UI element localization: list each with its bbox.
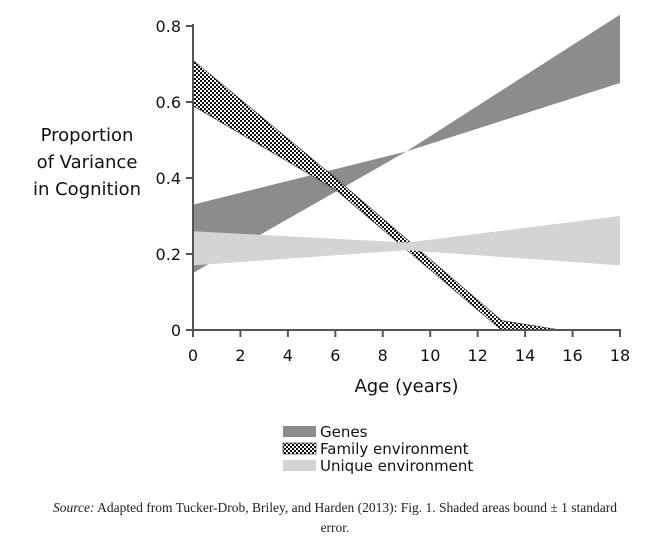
x-tick-label: 4 [283,346,293,365]
x-tick-label: 10 [420,346,440,365]
x-tick-label: 0 [188,346,198,365]
x-tick-label: 14 [515,346,535,365]
x-tick-label: 16 [562,346,582,365]
x-tick-label: 18 [610,346,630,365]
legend-label-family-environment: Family environment [320,440,469,458]
x-tick-label: 2 [235,346,245,365]
legend-swatch-unique-environment [283,460,316,471]
source-text: Adapted from Tucker-Drob, Briley, and Ha… [94,500,618,535]
x-tick-label: 12 [467,346,487,365]
y-tick-label: 0.4 [156,169,181,188]
x-axis-title: Age (years) [354,376,458,397]
x-tick-label: 6 [330,346,340,365]
y-tick-label: 0.2 [156,245,181,264]
y-axis-title-line: of Variance [37,152,138,173]
bands-layer [192,14,620,331]
chart: 0 2 4 6 8 10 12 14 16 18 0 0.2 0.4 0.6 0.8 Age (years) P… [33,14,630,475]
x-tick-label: 8 [378,346,388,365]
legend-label-unique-environment: Unique environment [320,457,473,475]
y-tick-label: 0.6 [156,93,181,112]
axes-layer [186,24,621,337]
genes-band [193,14,620,273]
legend-swatch-genes [283,426,316,437]
legend-swatch-family-environment [282,442,317,455]
unique-environment-band [193,216,620,266]
y-tick-label: 0 [171,321,181,340]
legend-label-genes: Genes [320,423,368,441]
source-label: Source: [52,500,95,515]
y-axis-title-line: in Cognition [33,179,141,200]
y-tick-label: 0.8 [156,17,181,36]
y-axis-title-line: Proportion [41,125,134,146]
labels-layer: 0 2 4 6 8 10 12 14 16 18 0 0.2 0.4 0.6 0.8 Age (years) P… [33,17,630,397]
source-note: Source: Adapted from Tucker-Drob, Briley… [40,498,630,538]
